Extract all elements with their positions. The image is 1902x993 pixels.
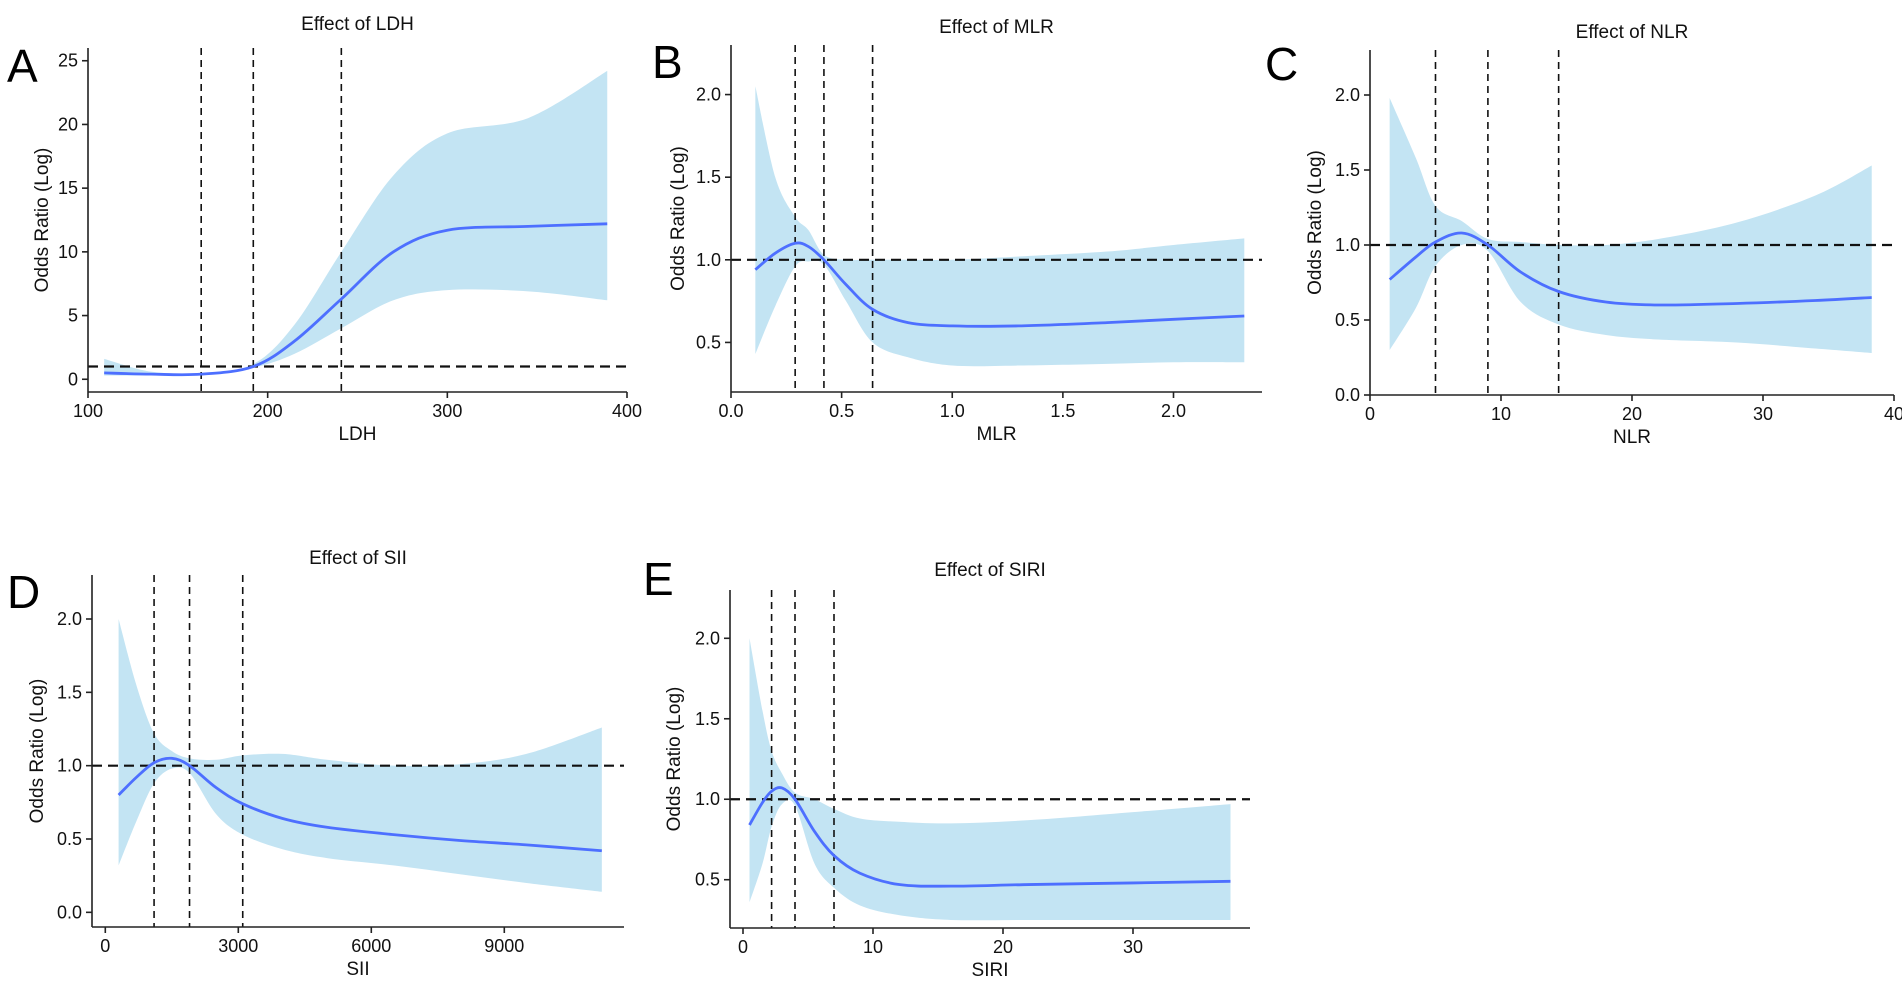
odds-ratio-curve — [104, 222, 608, 377]
confidence-band — [755, 86, 1245, 367]
panel-letter: C — [1265, 38, 1298, 90]
y-tick-label: 1.5 — [57, 682, 82, 702]
confidence-band — [749, 638, 1231, 921]
panel-title: Effect of NLR — [1576, 22, 1689, 43]
x-axis-title: SII — [346, 959, 369, 980]
panel-title: Effect of LDH — [301, 14, 414, 35]
x-tick-label: 0 — [738, 937, 748, 957]
x-tick-label: 9000 — [484, 936, 524, 956]
odds-ratio-curve — [754, 241, 1245, 328]
y-tick-label: 1.0 — [696, 250, 721, 270]
x-tick-label: 2.0 — [1161, 401, 1186, 421]
panel-b: 0.0 0.5 1.0 1.5 2.0 0.5 1.0 1.5 2.0 MLR Odds Ratio… — [652, 17, 1262, 445]
x-axis-title: MLR — [976, 424, 1016, 445]
x-tick-label: 0.0 — [718, 401, 743, 421]
panel-e: 0 10 20 30 0.5 1.0 1.5 2.0 SIRI Odds Ratio (Log) E… — [643, 553, 1250, 981]
panel-title: Effect of SIRI — [934, 560, 1046, 581]
x-tick-label: 6000 — [351, 936, 391, 956]
panel-a: 100 200 300 400 0 5 10 15 20 25 LDH Odds Ratio (Log… — [7, 14, 642, 445]
odds-ratio-curve — [117, 756, 602, 853]
y-tick-label: 2.0 — [1335, 85, 1360, 105]
y-tick-label: 1.5 — [696, 167, 721, 187]
panel-letter: B — [652, 36, 683, 88]
y-tick-label: 0.0 — [57, 902, 82, 922]
odds-ratio-curve — [748, 786, 1231, 888]
confidence-band — [104, 70, 608, 376]
x-tick-label: 300 — [432, 401, 462, 421]
x-axis-title: SIRI — [972, 960, 1009, 981]
x-tick-label: 100 — [73, 401, 103, 421]
y-tick-label: 10 — [58, 242, 78, 262]
x-tick-label: 40 — [1884, 404, 1902, 424]
y-axis-title: Odds Ratio (Log) — [27, 679, 48, 824]
x-tick-label: 0 — [1365, 404, 1375, 424]
x-tick-label: 200 — [253, 401, 283, 421]
x-tick-label: 400 — [612, 401, 642, 421]
y-tick-label: 1.5 — [1335, 160, 1360, 180]
x-tick-label: 3000 — [218, 936, 258, 956]
y-tick-label: 0.5 — [1335, 310, 1360, 330]
y-axis-title: Odds Ratio (Log) — [668, 146, 689, 291]
panel-c: 0 10 20 30 40 0.0 0.5 1.0 1.5 2.0 NLR Odds Ratio (L… — [1265, 22, 1902, 448]
y-tick-label: 2.0 — [696, 85, 721, 105]
y-tick-label: 2.0 — [57, 609, 82, 629]
y-tick-label: 0.0 — [1335, 385, 1360, 405]
confidence-band — [1389, 98, 1872, 353]
y-tick-label: 15 — [58, 178, 78, 198]
y-tick-label: 1.0 — [695, 789, 720, 809]
x-tick-label: 0 — [100, 936, 110, 956]
panel-letter: E — [643, 553, 674, 605]
y-tick-label: 1.0 — [57, 756, 82, 776]
x-axis-title: LDH — [338, 424, 376, 445]
y-tick-label: 5 — [68, 306, 78, 326]
panel-title: Effect of MLR — [939, 17, 1054, 38]
x-tick-label: 1.0 — [940, 401, 965, 421]
odds-ratio-curve — [1388, 231, 1872, 307]
panel-title: Effect of SII — [309, 548, 407, 569]
x-tick-label: 0.5 — [829, 401, 854, 421]
y-tick-label: 20 — [58, 114, 78, 134]
x-tick-label: 30 — [1123, 937, 1143, 957]
panel-d: 0 3000 6000 9000 0.0 0.5 1.0 1.5 2.0 SII Odds Rati… — [7, 548, 624, 980]
y-tick-label: 1.0 — [1335, 235, 1360, 255]
y-axis-title: Odds Ratio (Log) — [32, 148, 53, 293]
y-tick-label: 0 — [68, 369, 78, 389]
x-tick-label: 20 — [1622, 404, 1642, 424]
y-tick-label: 0.5 — [695, 870, 720, 890]
x-axis-title: NLR — [1613, 427, 1651, 448]
y-axis-title: Odds Ratio (Log) — [1305, 150, 1326, 295]
y-tick-label: 0.5 — [57, 829, 82, 849]
panel-letter: A — [7, 40, 38, 92]
x-tick-label: 30 — [1753, 404, 1773, 424]
y-tick-label: 2.0 — [695, 628, 720, 648]
x-tick-label: 1.5 — [1050, 401, 1075, 421]
confidence-band — [118, 619, 602, 892]
x-tick-label: 20 — [993, 937, 1013, 957]
y-tick-label: 0.5 — [696, 332, 721, 352]
x-tick-label: 10 — [1491, 404, 1511, 424]
y-tick-label: 25 — [58, 51, 78, 71]
y-tick-label: 1.5 — [695, 709, 720, 729]
x-tick-label: 10 — [863, 937, 883, 957]
y-axis-title: Odds Ratio (Log) — [664, 687, 685, 832]
panel-letter: D — [7, 566, 40, 618]
